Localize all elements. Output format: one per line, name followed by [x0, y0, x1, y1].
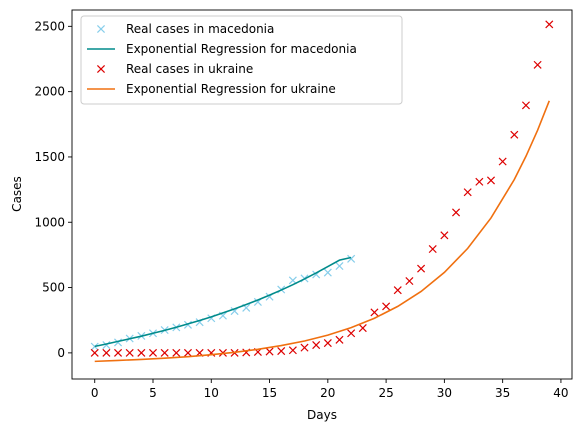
- x-tick-label: 25: [378, 386, 393, 400]
- x-tick-label: 15: [262, 386, 277, 400]
- x-axis-label: Days: [307, 408, 337, 422]
- data-point: [265, 347, 274, 356]
- y-tick-label: 1000: [34, 215, 65, 229]
- legend-label: Real cases in ukraine: [126, 62, 253, 76]
- data-point: [323, 339, 332, 348]
- data-point: [475, 177, 484, 186]
- data-point: [521, 101, 530, 110]
- data-point: [148, 348, 158, 357]
- data-point: [347, 329, 356, 338]
- y-tick-label: 500: [42, 281, 65, 295]
- y-tick-label: 0: [57, 346, 65, 360]
- x-tick-label: 0: [91, 386, 99, 400]
- data-point: [417, 264, 426, 273]
- series-3: [94, 100, 551, 363]
- data-point: [90, 348, 99, 357]
- data-point: [358, 324, 367, 333]
- data-point: [428, 245, 437, 254]
- x-tick-label: 10: [204, 386, 219, 400]
- data-point: [370, 308, 379, 317]
- series-line: [94, 100, 551, 363]
- x-tick-label: 20: [320, 386, 335, 400]
- legend: Real cases in macedonia Exponential Regre…: [80, 15, 403, 105]
- x-tick-label: 35: [495, 386, 510, 400]
- data-point: [335, 335, 344, 344]
- legend-box: [80, 15, 403, 105]
- y-axis-label: Cases: [10, 176, 24, 212]
- y-axis: 0 500 1000 1500 2000 2500: [34, 19, 72, 360]
- data-point: [288, 346, 297, 355]
- data-point: [300, 343, 309, 352]
- data-point: [172, 348, 181, 357]
- legend-item: Real cases in ukraine: [96, 62, 253, 76]
- legend-item: Exponential Regression for ukraine: [87, 82, 336, 96]
- plot-frame: [71, 9, 573, 380]
- data-point: [382, 302, 391, 311]
- data-point: [125, 348, 134, 357]
- x-tick-label: 40: [553, 386, 568, 400]
- data-point: [452, 208, 461, 217]
- data-point: [486, 176, 496, 185]
- data-point: [90, 342, 99, 351]
- data-point: [405, 277, 414, 286]
- x-tick-label: 5: [149, 386, 157, 400]
- data-point: [102, 348, 111, 357]
- data-point: [277, 347, 286, 356]
- x-tick-label: 30: [437, 386, 452, 400]
- data-point: [347, 254, 356, 263]
- legend-item: Real cases in macedonia: [96, 22, 274, 36]
- legend-item: Exponential Regression for macedonia: [87, 42, 357, 56]
- chart-marks: [90, 20, 554, 363]
- series-line: [94, 256, 352, 348]
- x-axis: 0 5 10 15 20 25 30 35 40: [91, 379, 569, 400]
- data-point: [137, 348, 146, 357]
- legend-marker-swatch: [96, 64, 106, 74]
- data-point: [533, 60, 542, 69]
- legend-label: Real cases in macedonia: [126, 22, 274, 36]
- data-point: [463, 188, 472, 197]
- data-point: [545, 20, 554, 29]
- data-point: [498, 157, 507, 166]
- data-point: [114, 348, 123, 357]
- data-point: [312, 341, 321, 350]
- legend-marker-swatch: [96, 24, 106, 34]
- y-tick-label: 2000: [34, 85, 65, 99]
- series-1: [94, 256, 352, 348]
- y-tick-label: 2500: [34, 19, 65, 33]
- data-point: [160, 348, 169, 357]
- data-point: [183, 348, 192, 357]
- data-point: [393, 286, 402, 295]
- data-point: [323, 268, 332, 277]
- data-point: [440, 231, 449, 240]
- y-tick-label: 1500: [34, 150, 65, 164]
- legend-label: Exponential Regression for ukraine: [126, 82, 336, 96]
- data-point: [335, 261, 344, 271]
- data-point: [510, 130, 519, 139]
- legend-label: Exponential Regression for macedonia: [126, 42, 357, 56]
